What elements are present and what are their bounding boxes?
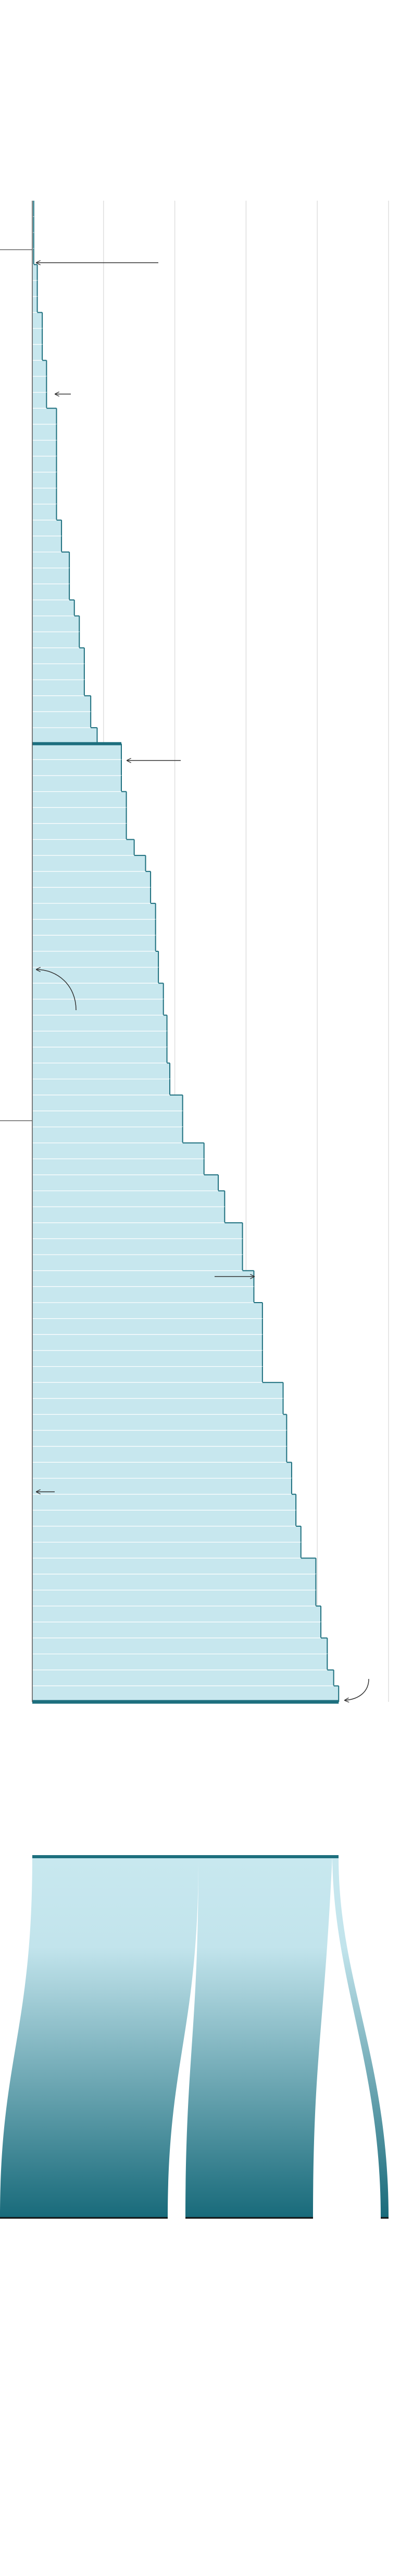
bar <box>32 1526 302 1543</box>
bar <box>32 1670 334 1686</box>
bar <box>32 823 127 840</box>
bar <box>32 631 80 648</box>
flow-diagram <box>0 1855 389 2219</box>
bar <box>32 1318 263 1335</box>
bar <box>32 424 57 441</box>
bar <box>32 1190 225 1207</box>
bar <box>32 1174 219 1192</box>
bar <box>32 999 164 1016</box>
bar <box>32 1254 243 1271</box>
bar <box>32 1589 317 1606</box>
bar <box>32 1095 183 1111</box>
bar <box>32 1350 263 1367</box>
bar <box>32 1653 328 1671</box>
flow <box>185 1857 332 2218</box>
bar <box>32 1222 243 1240</box>
bar <box>32 1206 225 1223</box>
bar <box>32 647 85 665</box>
bar <box>32 1574 317 1591</box>
bar <box>32 1031 168 1048</box>
bar <box>32 759 122 776</box>
bar <box>32 1398 284 1415</box>
flow <box>0 1857 198 2218</box>
bar <box>32 1605 321 1623</box>
flow <box>332 1857 389 2218</box>
bar <box>32 983 164 1000</box>
bar <box>32 1414 287 1431</box>
bar <box>32 487 57 505</box>
bar <box>32 1446 287 1463</box>
bar <box>32 903 156 920</box>
bar <box>32 344 43 361</box>
bar <box>32 1430 287 1447</box>
bar <box>32 855 146 872</box>
bar <box>32 871 151 888</box>
bar <box>32 599 75 617</box>
bar <box>32 328 43 345</box>
bar <box>32 919 156 936</box>
bar <box>32 392 47 409</box>
bar <box>32 679 85 696</box>
bar <box>32 967 159 984</box>
chart <box>32 200 389 1704</box>
bar <box>32 1557 317 1575</box>
bar <box>32 1382 284 1399</box>
bar <box>32 1286 255 1303</box>
bar <box>32 1510 296 1527</box>
bar <box>32 1622 321 1639</box>
bar <box>32 1685 339 1702</box>
bar <box>32 472 57 489</box>
arrow <box>345 1678 369 1700</box>
bar <box>32 1302 263 1319</box>
bar <box>32 743 122 760</box>
bar <box>32 583 70 600</box>
bar <box>32 360 47 377</box>
bar <box>32 1126 183 1144</box>
bar <box>32 1494 296 1511</box>
bar <box>32 535 62 553</box>
bar <box>32 1542 302 1559</box>
bar <box>32 807 127 824</box>
bar <box>32 504 57 521</box>
bar <box>32 1014 168 1032</box>
bar <box>32 439 57 457</box>
bar <box>32 1334 263 1351</box>
bar <box>32 312 43 329</box>
bar <box>32 887 151 904</box>
bar <box>32 264 38 281</box>
bar <box>32 280 38 297</box>
bar <box>32 1062 170 1080</box>
bar <box>32 1366 263 1383</box>
bar <box>32 1143 205 1159</box>
bar <box>32 568 70 584</box>
bar <box>32 775 122 792</box>
bar <box>32 935 156 952</box>
bar <box>32 1078 170 1096</box>
bar <box>32 408 57 425</box>
arrow <box>36 970 77 1011</box>
bar <box>32 951 159 968</box>
bar <box>32 1270 255 1287</box>
bar <box>32 376 47 393</box>
bar <box>32 1047 168 1064</box>
bar <box>32 520 62 537</box>
bar <box>32 1637 328 1654</box>
bar <box>32 551 70 569</box>
bar <box>32 663 85 680</box>
bar <box>32 456 57 473</box>
bar <box>32 839 135 856</box>
bar <box>32 1158 205 1175</box>
bar <box>32 711 91 728</box>
bar <box>32 727 98 744</box>
bar <box>32 791 127 808</box>
bar <box>32 1462 292 1479</box>
bar <box>32 296 38 313</box>
bar <box>32 1110 183 1127</box>
bar <box>32 1478 292 1495</box>
bar <box>32 695 91 713</box>
annotations <box>0 249 369 1700</box>
bar <box>32 615 80 632</box>
bar <box>32 1238 243 1255</box>
